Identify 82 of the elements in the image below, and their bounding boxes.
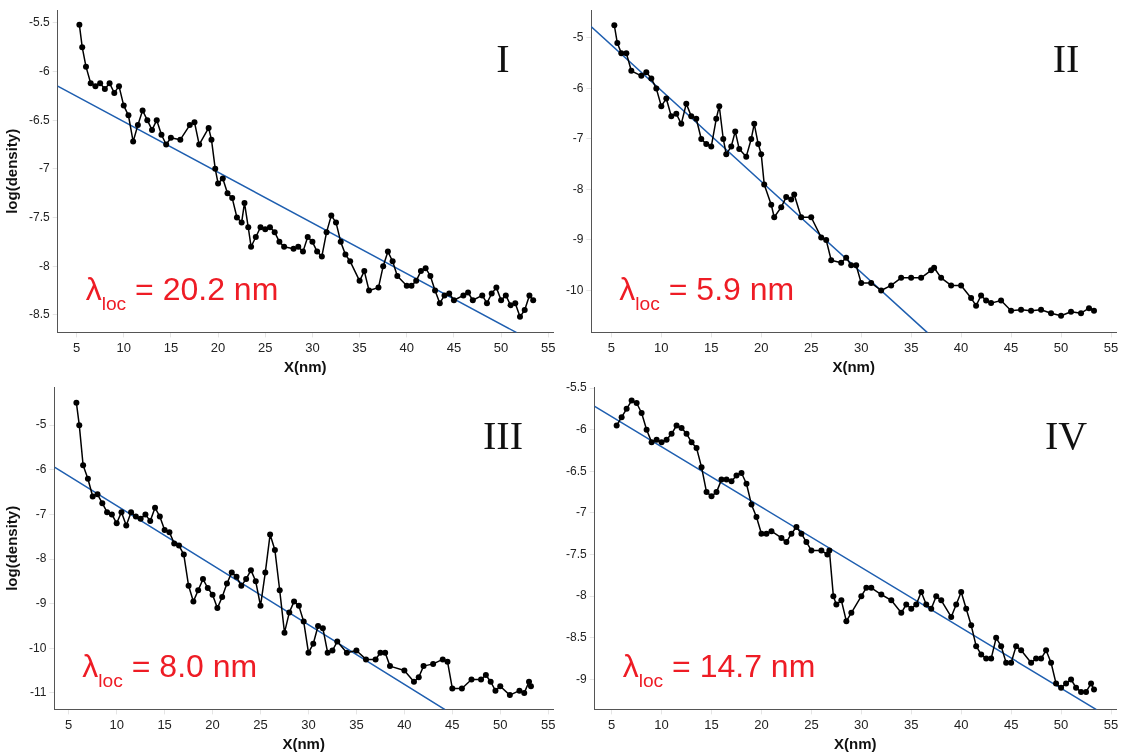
- x-tick-label: 5: [608, 716, 616, 732]
- y-tick-label: -8.5: [565, 630, 587, 645]
- x-tick-label: 35: [904, 716, 919, 732]
- annotation: II: [1052, 36, 1080, 82]
- x-tick-label: 20: [205, 716, 220, 732]
- x-tick-label: 10: [654, 716, 669, 732]
- annotation: III: [483, 413, 523, 459]
- x-tick-label: 15: [157, 716, 172, 732]
- y-tick-label: -11: [29, 685, 47, 700]
- y-tick-label: -8: [572, 181, 584, 196]
- y-tick-label: -6: [572, 80, 584, 95]
- x-tick-label: 40: [397, 716, 412, 732]
- x-tick-label: 35: [352, 339, 367, 355]
- y-tick-label: -8: [35, 551, 47, 566]
- x-tick-label: 50: [493, 339, 509, 355]
- y-tick-label: -9: [576, 671, 587, 686]
- y-tick-label: -7: [39, 161, 50, 176]
- y-tick-label: -6: [39, 63, 50, 78]
- x-tick-label: 5: [65, 716, 73, 732]
- y-tick-label: -6.5: [28, 112, 50, 127]
- x-tick-label: 45: [1003, 716, 1019, 732]
- x-tick-label: 30: [305, 339, 320, 355]
- x-tick-label: 10: [654, 339, 669, 355]
- x-tick-label: 45: [1003, 339, 1019, 355]
- x-tick-label: 25: [803, 339, 819, 355]
- x-tick-label: 10: [116, 339, 131, 355]
- y-tick-label: -10: [29, 640, 47, 655]
- y-tick-label: -6.5: [565, 463, 587, 478]
- annotation: IV: [1044, 413, 1088, 459]
- x-tick-label: 30: [301, 716, 316, 732]
- x-tick-label: 40: [399, 339, 414, 355]
- x-tick-label: 40: [953, 339, 969, 355]
- x-tick-label: 25: [258, 339, 273, 355]
- x-tick-label: 55: [1103, 716, 1119, 732]
- x-tick-label: 50: [1053, 716, 1069, 732]
- y-tick-label: -6: [35, 462, 47, 477]
- annotation: I: [496, 36, 510, 82]
- x-tick-label: 5: [72, 339, 81, 355]
- y-tick-label: -5: [35, 417, 47, 432]
- x-tick-label: 55: [540, 716, 556, 732]
- y-tick-label: -9: [572, 232, 584, 247]
- y-tick-label: -8: [39, 258, 50, 273]
- x-tick-label: 45: [446, 339, 462, 355]
- x-tick-label: 35: [349, 716, 364, 732]
- x-tick-label: 35: [903, 339, 919, 355]
- x-tick-label: 40: [953, 716, 969, 732]
- y-tick-label: -8.5: [28, 307, 50, 322]
- x-tick-label: 25: [253, 716, 268, 732]
- x-axis-title: X(nm): [834, 735, 877, 753]
- x-tick-label: 45: [445, 716, 460, 732]
- y-tick-label: -7.5: [565, 546, 587, 561]
- x-tick-label: 15: [704, 716, 719, 732]
- x-tick-label: 20: [754, 716, 769, 732]
- x-tick-label: 55: [1103, 339, 1119, 355]
- x-tick-label: 5: [607, 339, 615, 355]
- x-tick-label: 30: [854, 716, 869, 732]
- y-tick-label: -7.5: [28, 209, 50, 224]
- x-tick-label: 50: [493, 716, 508, 732]
- x-axis-title: X(nm): [282, 735, 325, 753]
- y-tick-label: -5.5: [28, 15, 50, 30]
- x-tick-label: 20: [210, 339, 226, 355]
- x-tick-label: 20: [754, 339, 769, 355]
- y-axis-title: log(density): [3, 505, 21, 591]
- x-axis-title: X(nm): [284, 358, 327, 376]
- y-tick-label: -6: [576, 421, 587, 436]
- y-tick-label: -7: [572, 131, 584, 146]
- x-tick-label: 50: [1053, 339, 1069, 355]
- y-tick-label: -5.5: [565, 380, 587, 395]
- y-tick-label: -5: [572, 30, 584, 45]
- x-tick-label: 15: [704, 339, 719, 355]
- x-tick-label: 55: [541, 339, 556, 355]
- y-tick-label: -9: [35, 595, 47, 610]
- x-axis-title: X(nm): [832, 358, 875, 376]
- x-tick-label: 10: [109, 716, 124, 732]
- y-axis-title: log(density): [3, 128, 21, 214]
- x-tick-label: 30: [853, 339, 869, 355]
- x-tick-label: 25: [804, 716, 819, 732]
- y-tick-label: -8: [576, 588, 587, 603]
- y-tick-label: -7: [35, 506, 47, 521]
- x-tick-label: 15: [163, 339, 179, 355]
- y-tick-label: -7: [576, 505, 587, 520]
- y-tick-label: -10: [566, 282, 584, 297]
